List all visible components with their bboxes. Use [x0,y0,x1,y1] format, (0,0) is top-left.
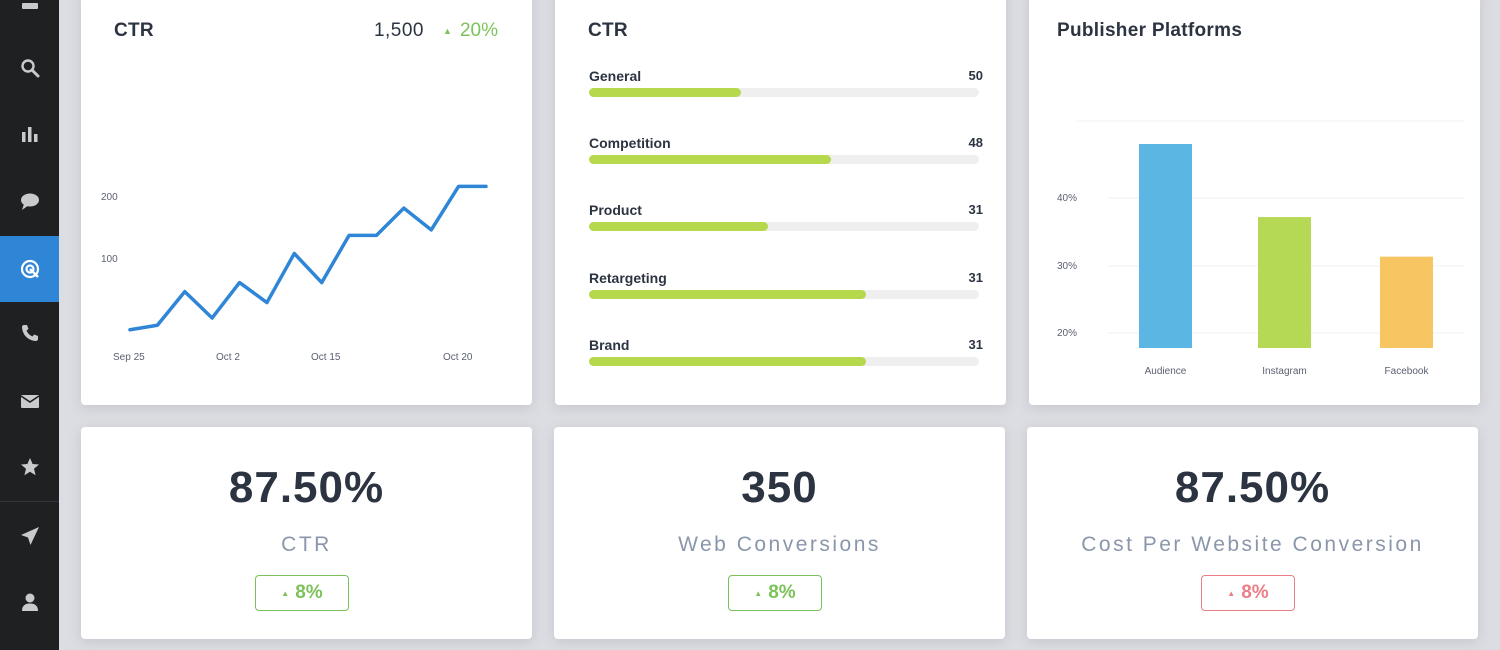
x-tick-label: Facebook [1385,366,1430,377]
y-tick-label: 30% [1057,261,1077,272]
y-tick-label: 20% [1057,328,1077,339]
y-tick-label: 100 [101,254,118,265]
bar-label: General [589,68,642,84]
sidebar-item-mail[interactable] [0,368,59,434]
bar-value: 31 [968,270,983,285]
ctr-line-chart: 100 200 Sep 25 Oct 2 Oct 15 Oct 20 [101,184,488,363]
progress-track [589,222,979,231]
progress-fill [589,222,769,231]
sidebar-item-calls[interactable] [0,300,59,366]
ctr-total-value: 1,500 [373,20,424,41]
stat-label: Cost Per Website Conversion [1081,533,1424,556]
sidebar-item-dashboard[interactable] [0,0,59,33]
chat-icon [20,193,39,210]
bar-label: Competition [589,135,671,151]
dashboard-icon [21,3,38,9]
stat-label: CTR [281,533,332,556]
sidebar-item-reports[interactable] [0,101,59,167]
sidebar-item-favorites[interactable] [0,434,59,500]
progress-track [589,357,979,366]
sidebar-item-messages[interactable] [0,168,59,234]
trend-badge: ▲ 8% [1201,575,1295,611]
x-tick-label: Oct 15 [311,352,341,363]
bar-row-competition: Competition 48 [589,135,983,175]
trend-value: 8% [295,582,323,603]
card-title: Publisher Platforms [1057,20,1243,41]
progress-track [589,155,979,164]
bar-row-product: Product 31 [589,202,983,242]
trend-up-icon: ▲ [443,25,452,36]
ctr-change-value: 20% [459,20,498,41]
trend-value: 8% [1241,582,1269,603]
x-tick-label: Audience [1145,366,1187,377]
user-icon [21,593,38,611]
send-icon [20,527,39,545]
bar-value: 31 [968,202,983,217]
sidebar-item-profile[interactable] [0,569,59,635]
bar-row-brand: Brand 31 [589,337,983,377]
stat-value: 87.50% [1174,463,1331,512]
y-tick-label: 40% [1057,193,1077,204]
stat-value: 350 [741,463,818,512]
trend-up-icon: ▲ [1227,588,1236,598]
x-tick-label: Sep 25 [113,352,145,363]
stat-card-web-conversions: 350 Web Conversions ▲ 8% [554,427,1005,639]
progress-track [589,88,979,97]
bar-chart-icon [21,127,37,142]
stat-value: 87.50% [228,463,385,512]
sidebar-divider [0,501,59,502]
bar-row-retargeting: Retargeting 31 [589,270,983,310]
progress-fill [589,357,866,366]
card-title: CTR [114,20,154,41]
card-title: CTR [588,20,628,41]
bar-row-general: General 50 [589,68,983,108]
bar-value: 31 [968,337,983,352]
publisher-platforms-card: Publisher Platforms 20% 30% 40% Audience Ins… [1029,0,1480,405]
publisher-bar-chart: 20% 30% 40% Audience Instagram Facebook [1057,120,1464,377]
y-tick-label: 200 [101,192,118,203]
x-tick-label: Oct 20 [443,352,473,363]
phone-icon [21,325,38,341]
bar-label: Product [589,202,642,218]
bar-instagram [1258,217,1311,348]
progress-fill [589,88,742,97]
bar-label: Retargeting [589,270,667,286]
trend-badge: ▲ 8% [255,575,349,611]
x-tick-label: Oct 2 [216,352,240,363]
sidebar [0,0,59,650]
search-icon [20,59,39,78]
star-icon [20,458,39,476]
stat-label: Web Conversions [678,533,881,556]
bar-label: Brand [589,337,630,353]
bar-audience [1139,144,1192,348]
ctr-bars-card: CTR General 50 Competition 48 Product 31… [555,0,1006,405]
sidebar-item-send[interactable] [0,503,59,569]
ctr-line-card: CTR 1,500 ▲ 20% 100 200 Sep 25 Oct 2 Oct 15 Oc… [81,0,532,405]
bar-value: 50 [968,68,983,83]
trend-up-icon: ▲ [281,588,290,598]
stat-card-cost-per-conversion: 87.50% Cost Per Website Conversion ▲ 8% [1027,427,1478,639]
mail-icon [20,395,39,408]
ctr-change: ▲ 20% [443,20,498,42]
progress-fill [589,155,831,164]
stat-card-ctr: 87.50% CTR ▲ 8% [81,427,532,639]
sidebar-item-targeting[interactable] [0,236,59,302]
target-icon [20,259,39,279]
progress-track [589,290,979,299]
sidebar-item-search[interactable] [0,35,59,101]
trend-badge: ▲ 8% [728,575,822,611]
bar-value: 48 [968,135,983,150]
trend-up-icon: ▲ [754,588,763,598]
progress-fill [589,290,866,299]
x-tick-label: Instagram [1262,366,1306,377]
bar-facebook [1380,256,1433,348]
trend-value: 8% [768,582,796,603]
series-line [128,184,488,332]
